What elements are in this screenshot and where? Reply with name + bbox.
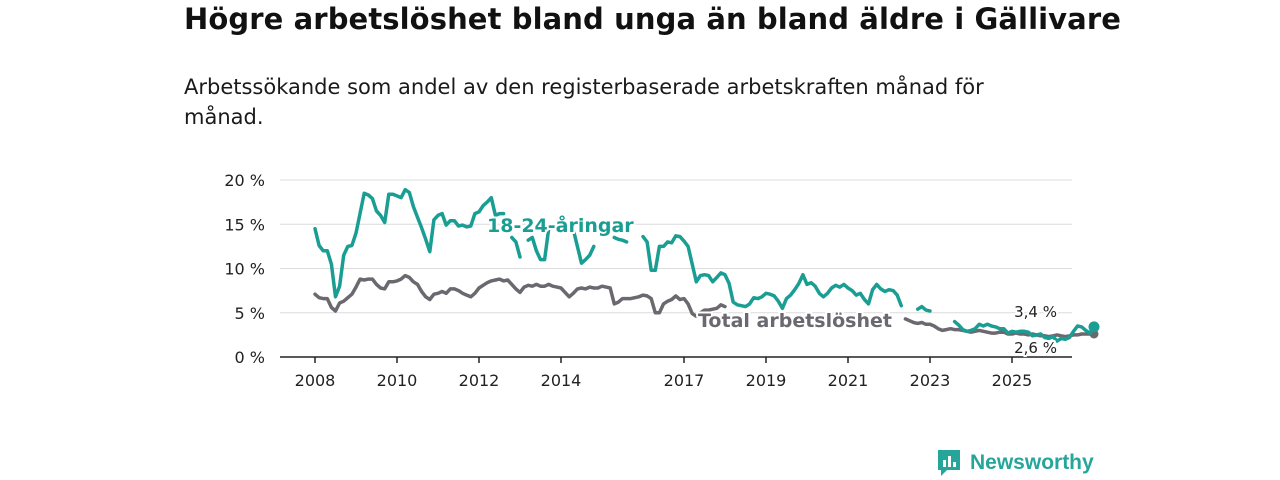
- series-lines: [313, 187, 1100, 343]
- chart-title: Högre arbetslöshet bland unga än bland ä…: [184, 2, 1122, 36]
- series-line-total: [313, 273, 1096, 339]
- y-tick-label: 10 %: [224, 260, 265, 279]
- brand-name: Newsworthy: [970, 451, 1094, 474]
- newsworthy-logo[interactable]: Newsworthy: [936, 448, 1094, 478]
- newsworthy-logo-icon: [938, 450, 960, 476]
- x-tick-label: 2021: [828, 371, 869, 390]
- chart-subtitle: Arbetssökande som andel av den registerb…: [184, 75, 984, 129]
- series-end-marker: [1088, 321, 1100, 333]
- y-tick-label: 0 %: [235, 348, 265, 367]
- x-axis-ticks: 2008 2010 2012 2014 2017 2019 2021 2023 2025: [295, 357, 1033, 390]
- y-tick-label: 20 %: [224, 171, 265, 190]
- x-tick-label: 2017: [664, 371, 705, 390]
- x-tick-label: 2023: [910, 371, 951, 390]
- y-tick-label: 15 %: [224, 215, 265, 234]
- x-tick-label: 2010: [377, 371, 418, 390]
- x-tick-label: 2025: [992, 371, 1033, 390]
- y-tick-label: 5 %: [235, 304, 265, 323]
- x-tick-label: 2019: [746, 371, 787, 390]
- series-labels: 18-24-åringar Total arbetslöshet 3,4 % 2,6 …: [485, 211, 1059, 359]
- x-tick-label: 2012: [459, 371, 500, 390]
- series-line-youth: [313, 187, 1096, 343]
- series-label-total: Total arbetslöshet: [698, 310, 892, 332]
- end-value-youth: 3,4 %: [1014, 303, 1057, 321]
- gridlines: [280, 179, 1072, 358]
- end-value-total: 2,6 %: [1014, 339, 1057, 357]
- y-axis-ticks: 0 % 5 % 10 % 15 % 20 %: [224, 171, 265, 367]
- series-label-youth: 18-24-åringar: [487, 213, 634, 237]
- x-tick-label: 2014: [541, 371, 582, 390]
- x-tick-label: 2008: [295, 371, 336, 390]
